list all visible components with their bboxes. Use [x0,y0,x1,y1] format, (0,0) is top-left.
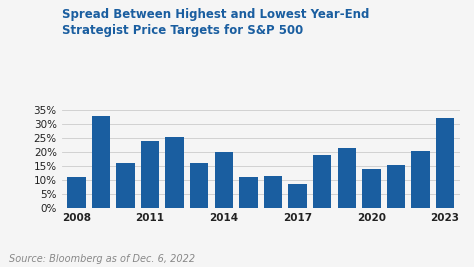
Bar [264,176,282,208]
Bar [436,118,454,208]
Bar [141,141,159,208]
Bar [92,116,110,208]
Bar [67,177,86,208]
Bar [362,169,381,208]
Text: Source: Bloomberg as of Dec. 6, 2022: Source: Bloomberg as of Dec. 6, 2022 [9,254,196,264]
Bar [337,148,356,208]
Bar [116,163,135,208]
Bar [190,163,209,208]
Bar [215,152,233,208]
Text: Spread Between Highest and Lowest Year-End
Strategist Price Targets for S&P 500: Spread Between Highest and Lowest Year-E… [62,8,369,37]
Bar [313,155,331,208]
Bar [239,177,258,208]
Bar [387,165,405,208]
Bar [165,137,184,208]
Bar [411,151,429,208]
Bar [288,184,307,208]
